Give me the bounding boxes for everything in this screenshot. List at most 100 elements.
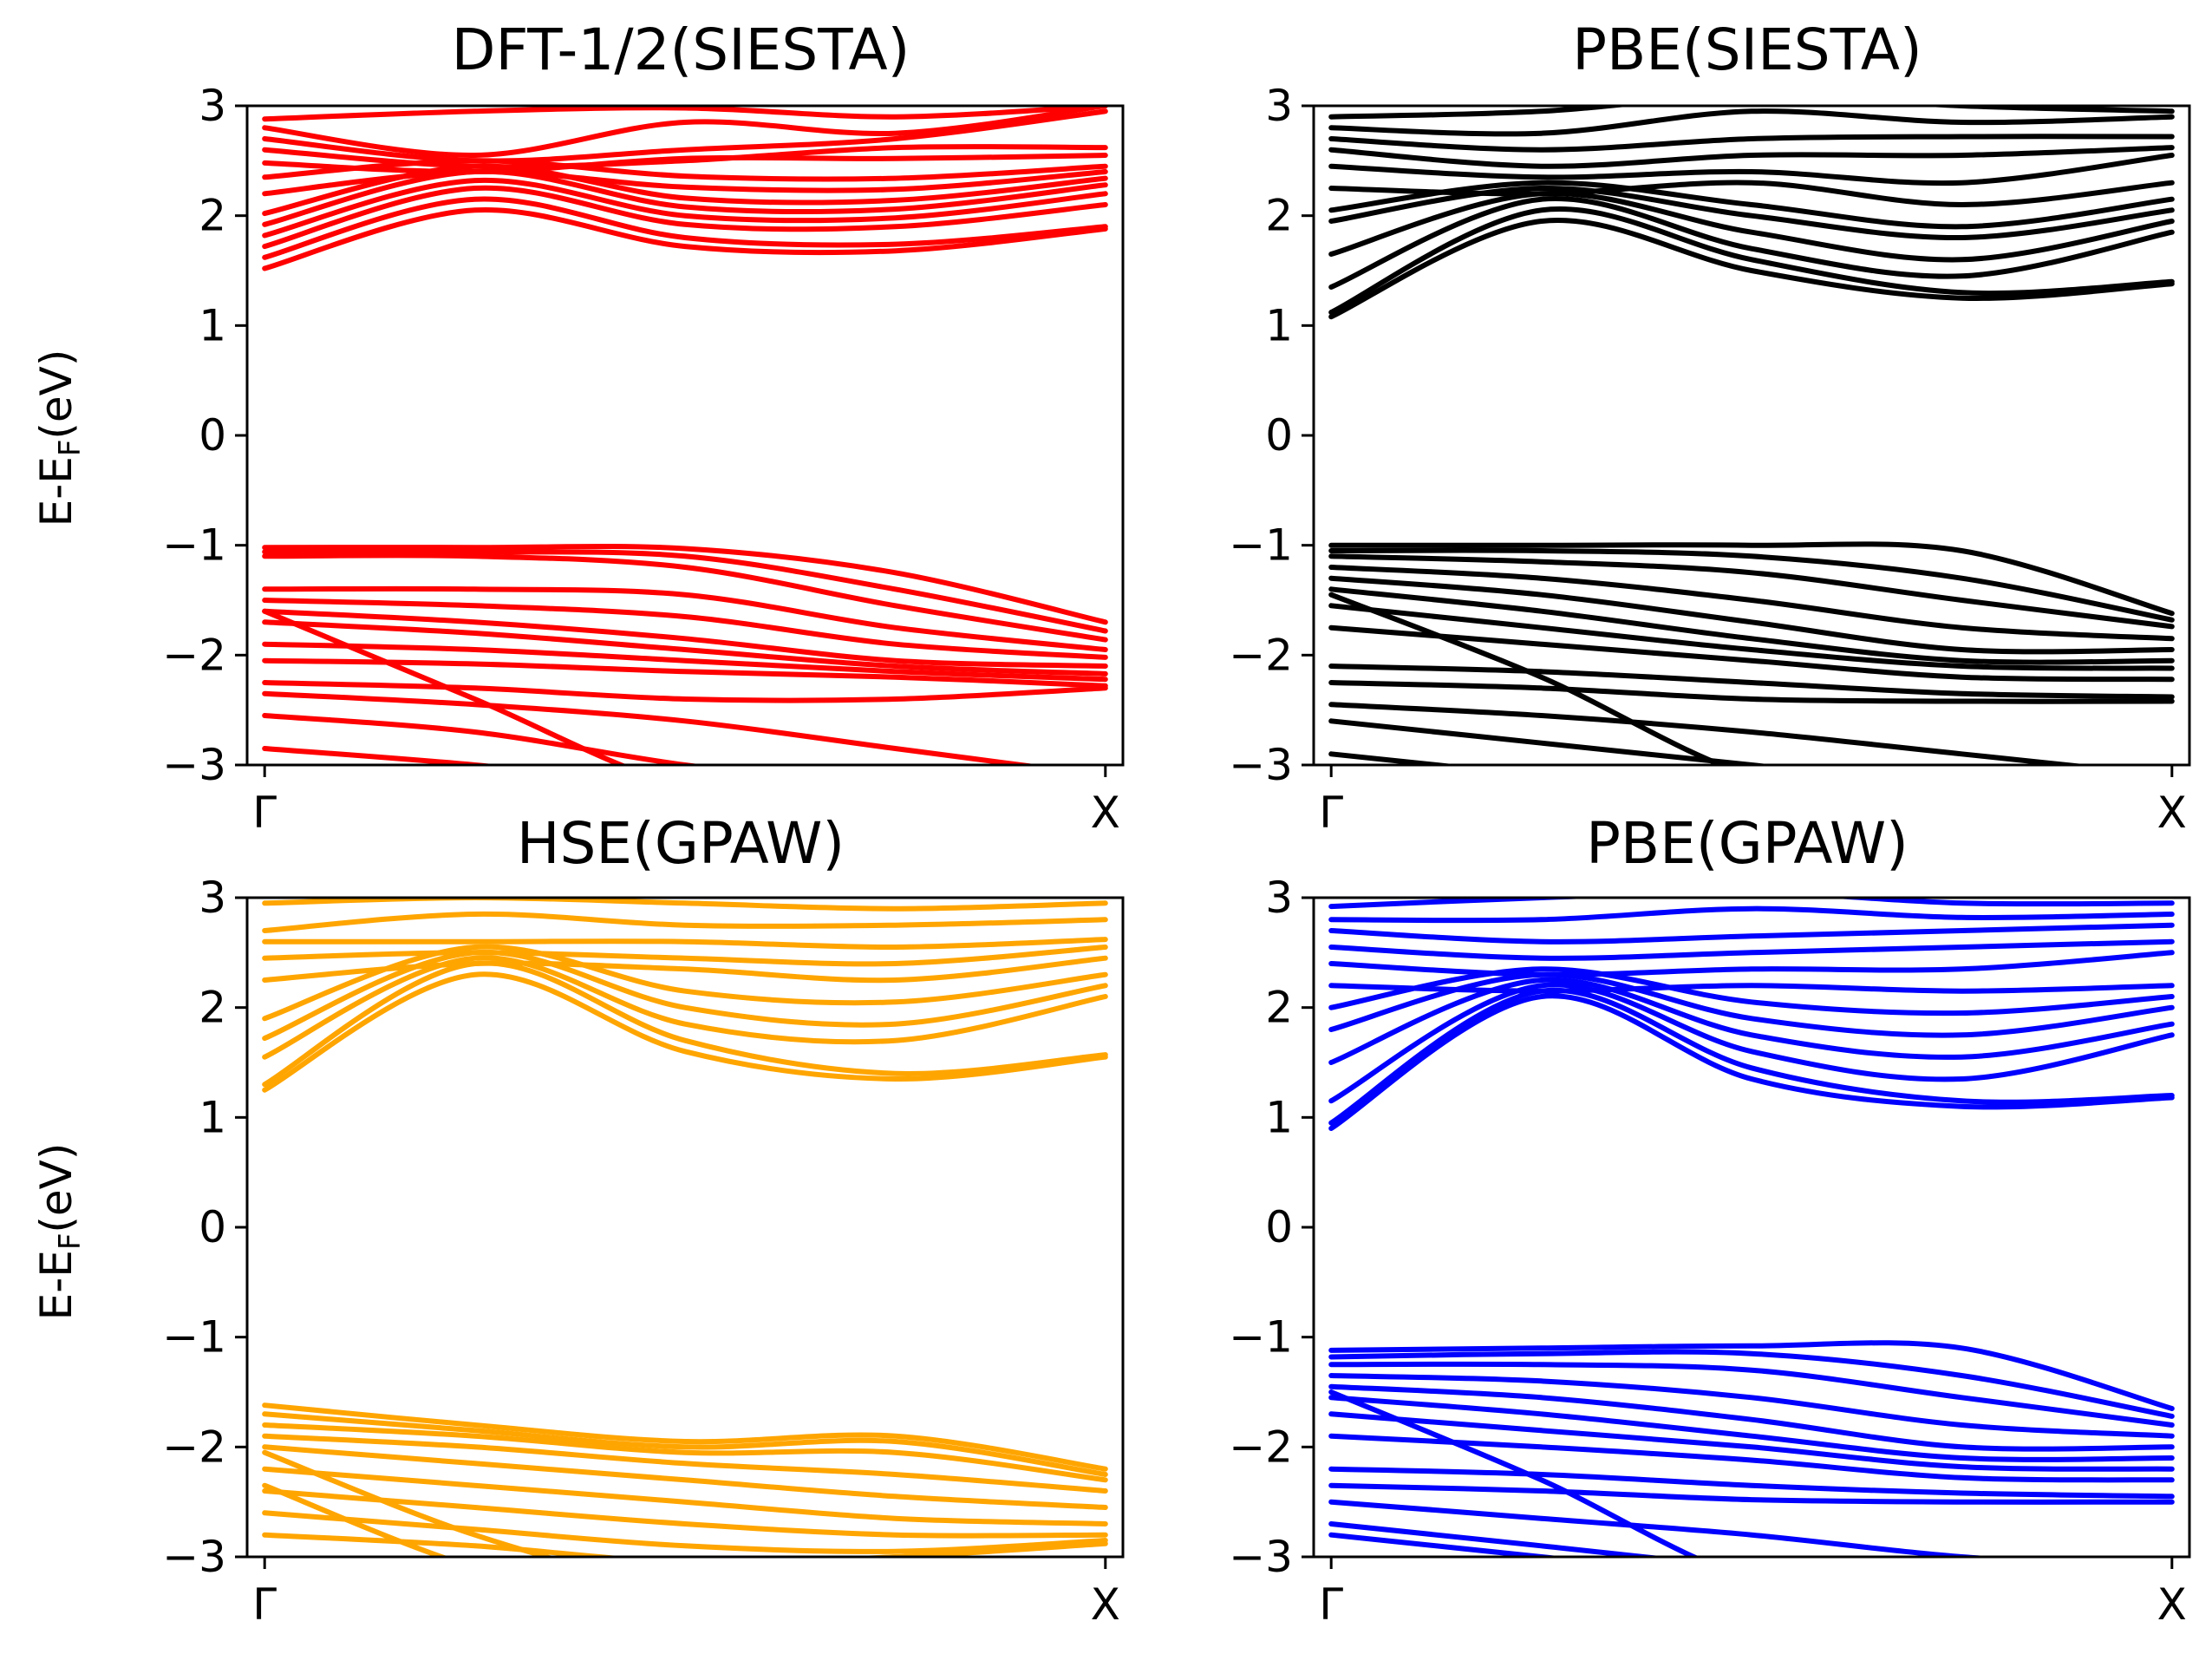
panel-title: PBE(GPAW) — [1586, 810, 1909, 877]
band-line-cb10 — [262, 143, 1108, 170]
band-line-cb3 — [262, 955, 1108, 1060]
band-line-vb2 — [1328, 547, 2175, 623]
y-tick-label: −3 — [162, 740, 226, 790]
band-line-cb1 — [262, 971, 1108, 1093]
y-tick-label: 2 — [1265, 191, 1293, 241]
band-line-cb11 — [1328, 108, 2175, 137]
band-line-vb7 — [1328, 1411, 2175, 1472]
band-line-vb1 — [1328, 1340, 2175, 1411]
band-line-cb4 — [1328, 190, 2175, 263]
band-line-cb4 — [262, 177, 1108, 239]
band-line-vb1 — [1328, 541, 2175, 617]
band-line-cb7 — [262, 168, 1108, 197]
band-line-cb12 — [262, 106, 1108, 159]
x-tick-label-x: X — [2157, 788, 2187, 838]
band-line-cb1 — [1328, 218, 2175, 320]
y-tick-label: −3 — [1229, 740, 1293, 790]
y-tick-label: 0 — [1265, 410, 1293, 461]
y-tick-label: −2 — [1229, 1422, 1293, 1472]
band-line-vb14 — [1328, 1532, 1567, 1557]
y-axis-label: E-EF(eV) — [31, 350, 88, 527]
band-line-cb1 — [262, 206, 1108, 271]
band-line-cb4 — [1328, 977, 2175, 1065]
band-line-vb2 — [262, 548, 1108, 634]
x-tick-label-gamma: Γ — [252, 788, 277, 838]
band-line-vb12 — [262, 713, 706, 765]
band-line-cb2 — [262, 960, 1108, 1088]
band-line-cb9 — [1328, 938, 2175, 961]
band-line-cb8 — [1328, 153, 2175, 186]
band-line-cb8 — [1328, 950, 2175, 977]
band-line-vb5 — [262, 1444, 1108, 1510]
band-line-cb7 — [1328, 983, 2175, 994]
y-tick-label: −1 — [1229, 1312, 1293, 1363]
band-line-cb6 — [1328, 180, 2175, 230]
band-line-vb5 — [262, 598, 1108, 660]
axes: −3 −2 −1 0 1 2 3 Γ X — [1229, 81, 2191, 838]
band-line-vb8 — [1328, 1433, 2175, 1483]
band-line-vb4 — [262, 1433, 1108, 1494]
band-line-vb7 — [1328, 603, 2175, 671]
band-line-vb7 — [262, 619, 1108, 677]
band-line-vb2 — [262, 1411, 1108, 1477]
band-line-cb11 — [262, 108, 1108, 164]
y-tick-label: −3 — [1229, 1532, 1293, 1582]
band-line-cb10 — [1328, 134, 2175, 153]
y-tick-label: 3 — [1265, 873, 1293, 923]
band-line-vb3 — [262, 1422, 1108, 1483]
band-line-vb5 — [1328, 575, 2175, 655]
axes: −3 −2 −1 0 1 2 3 Γ X — [162, 873, 1125, 1630]
x-tick-label-gamma: Γ — [252, 1579, 277, 1630]
band-line-vb9 — [1328, 664, 2175, 700]
band-line-vb3 — [1328, 1361, 2175, 1428]
band-line-vb10 — [1328, 1482, 2175, 1505]
band-line-vb6 — [262, 608, 1108, 669]
axes: −3 −2 −1 0 1 2 3 Γ X — [162, 81, 1125, 838]
y-tick-label: 3 — [199, 873, 226, 923]
y-tick-label: 1 — [1265, 1092, 1293, 1142]
band-line-vb11 — [262, 690, 1041, 765]
panel-hse-gpaw: HSE(GPAW) E-EF(eV) −3 −2 −1 0 1 2 3 Γ X — [31, 810, 1125, 1630]
panel-pbe-gpaw: PBE(GPAW) −3 −2 −1 0 1 2 3 Γ X — [1229, 810, 2191, 1630]
band-line-vb6 — [1328, 586, 2175, 665]
band-line-vb11 — [1328, 1499, 2000, 1557]
band-line-vb11 — [1328, 702, 2092, 765]
band-line-cb1 — [1328, 993, 2175, 1131]
band-line-cb3 — [1328, 982, 2175, 1104]
band-line-cb4 — [262, 949, 1108, 1042]
axes: −3 −2 −1 0 1 2 3 Γ X — [1229, 873, 2191, 1630]
band-line-vb8 — [262, 1510, 1108, 1554]
band-line-vb6 — [1328, 1395, 2175, 1462]
y-tick-label: 0 — [199, 410, 226, 461]
band-line-cb9 — [262, 911, 1108, 933]
y-tick-label: 1 — [199, 1092, 226, 1142]
band-line-cb8 — [262, 937, 1108, 951]
band-line-cb6 — [262, 955, 1108, 984]
band-line-vb7 — [262, 1488, 1108, 1539]
band-line-vb4 — [1328, 1373, 2175, 1439]
band-line-vb1 — [262, 1402, 1108, 1472]
y-tick-label: 2 — [199, 191, 226, 241]
band-line-cb2 — [1328, 206, 2175, 316]
band-line-cb12 — [1328, 898, 2175, 910]
y-tick-label: 1 — [1265, 300, 1293, 350]
band-line-cb7 — [1328, 180, 2175, 207]
band-line-vb9 — [1328, 1466, 2175, 1500]
band-lines — [1328, 898, 2175, 1557]
band-line-cb5 — [1328, 971, 2175, 1038]
band-line-vb10 — [262, 1449, 556, 1557]
x-tick-label-x: X — [1091, 1579, 1120, 1630]
panel-dft-half-siesta: DFT-1/2(SIESTA) E-EF(eV) −3 −2 −1 0 1 2 3 Γ X — [31, 16, 1125, 838]
band-lines — [1328, 106, 2175, 765]
band-line-vb8 — [262, 641, 1108, 683]
band-line-vb14 — [262, 746, 503, 765]
band-line-vb12 — [1328, 718, 1777, 765]
x-tick-label-gamma: Γ — [1319, 1579, 1343, 1630]
band-line-vb13 — [1328, 1389, 1700, 1557]
panel-title: HSE(GPAW) — [517, 810, 845, 877]
band-line-cb3 — [1328, 195, 2175, 290]
panel-title: PBE(SIESTA) — [1572, 16, 1922, 83]
band-line-vb13 — [262, 608, 629, 765]
y-tick-label: 2 — [199, 983, 226, 1033]
